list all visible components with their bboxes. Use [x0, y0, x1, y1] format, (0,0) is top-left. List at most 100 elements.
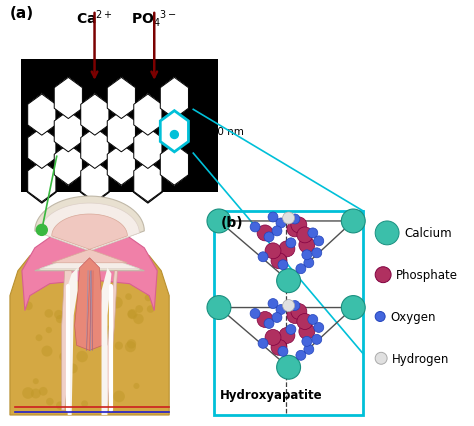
Circle shape [113, 391, 125, 403]
Circle shape [258, 339, 268, 348]
Text: 20 nm: 20 nm [158, 166, 191, 176]
Text: Hydrogen: Hydrogen [392, 352, 449, 365]
Polygon shape [27, 95, 56, 136]
Circle shape [276, 305, 286, 315]
Polygon shape [54, 111, 82, 153]
Circle shape [302, 337, 312, 346]
Circle shape [291, 304, 307, 320]
Circle shape [296, 264, 306, 274]
Circle shape [135, 305, 143, 313]
Polygon shape [35, 197, 144, 271]
Text: (a): (a) [10, 6, 34, 21]
Polygon shape [134, 95, 162, 136]
Circle shape [133, 383, 139, 389]
Polygon shape [134, 160, 162, 204]
Circle shape [264, 319, 274, 329]
Text: PO$_4$$^{3-}$: PO$_4$$^{3-}$ [131, 8, 177, 29]
Polygon shape [54, 78, 82, 119]
Polygon shape [52, 215, 128, 263]
Polygon shape [160, 144, 189, 186]
Circle shape [36, 225, 47, 236]
Circle shape [258, 252, 268, 262]
Circle shape [250, 222, 260, 232]
Circle shape [250, 309, 260, 319]
Circle shape [207, 296, 231, 320]
Circle shape [375, 352, 387, 364]
Polygon shape [134, 128, 162, 169]
Circle shape [272, 226, 282, 236]
Circle shape [54, 310, 64, 320]
Circle shape [56, 315, 64, 323]
Circle shape [39, 387, 47, 396]
Circle shape [341, 210, 365, 233]
Polygon shape [107, 144, 136, 186]
Polygon shape [54, 77, 83, 121]
Circle shape [286, 238, 296, 248]
Circle shape [283, 300, 294, 312]
Polygon shape [160, 110, 189, 154]
Circle shape [278, 346, 288, 357]
Polygon shape [81, 127, 109, 170]
Circle shape [125, 341, 136, 352]
Circle shape [272, 313, 282, 323]
Circle shape [257, 225, 273, 241]
Polygon shape [10, 241, 169, 415]
Polygon shape [107, 111, 136, 153]
Circle shape [128, 309, 137, 320]
Circle shape [24, 302, 33, 311]
Circle shape [33, 378, 39, 384]
Polygon shape [27, 160, 56, 204]
Circle shape [268, 213, 278, 222]
Circle shape [22, 387, 34, 399]
Circle shape [45, 309, 53, 318]
Polygon shape [40, 204, 139, 269]
Circle shape [207, 210, 231, 233]
Polygon shape [68, 268, 78, 415]
Circle shape [264, 232, 274, 242]
Circle shape [265, 243, 281, 259]
Circle shape [125, 294, 132, 300]
Polygon shape [107, 110, 136, 154]
Circle shape [308, 228, 318, 238]
Polygon shape [160, 78, 189, 119]
Circle shape [341, 296, 365, 320]
Circle shape [271, 253, 287, 269]
Circle shape [291, 217, 307, 233]
Circle shape [287, 308, 303, 324]
Circle shape [56, 401, 64, 410]
Circle shape [283, 213, 294, 225]
Polygon shape [160, 77, 189, 121]
Polygon shape [107, 143, 136, 187]
Polygon shape [104, 271, 118, 410]
Text: (b): (b) [221, 216, 244, 230]
Circle shape [133, 314, 144, 324]
Circle shape [81, 400, 88, 407]
Polygon shape [81, 161, 109, 202]
Circle shape [128, 310, 136, 319]
Circle shape [111, 297, 123, 309]
Circle shape [296, 351, 306, 360]
Circle shape [276, 219, 286, 228]
Polygon shape [107, 78, 136, 119]
Text: Phosphate: Phosphate [396, 268, 458, 282]
Polygon shape [62, 271, 74, 410]
Circle shape [265, 330, 281, 345]
Polygon shape [134, 161, 162, 202]
Polygon shape [54, 110, 83, 154]
Circle shape [36, 334, 43, 341]
Circle shape [299, 324, 315, 340]
Circle shape [277, 269, 301, 293]
Circle shape [46, 398, 54, 406]
Polygon shape [160, 111, 189, 153]
Circle shape [312, 248, 322, 258]
Circle shape [304, 258, 314, 268]
Circle shape [68, 363, 78, 374]
Circle shape [287, 222, 303, 237]
Polygon shape [160, 111, 189, 153]
Circle shape [314, 236, 324, 246]
Circle shape [147, 305, 155, 313]
Circle shape [302, 250, 312, 260]
Circle shape [170, 131, 178, 139]
Circle shape [290, 214, 300, 225]
Polygon shape [74, 258, 104, 351]
